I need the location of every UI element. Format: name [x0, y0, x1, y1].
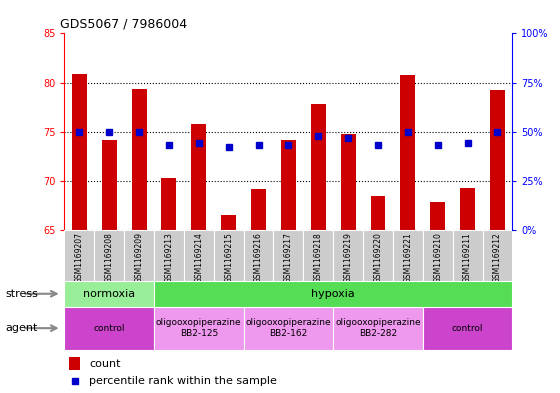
Bar: [281, 140, 296, 230]
Bar: [460, 187, 475, 230]
Bar: [430, 202, 445, 230]
Text: GSM1169216: GSM1169216: [254, 232, 263, 283]
Bar: [124, 230, 154, 281]
Bar: [333, 230, 363, 281]
Bar: [94, 230, 124, 281]
Bar: [161, 178, 176, 230]
Bar: [244, 230, 273, 281]
Bar: [400, 75, 416, 230]
Text: GSM1169210: GSM1169210: [433, 232, 442, 283]
Text: oligooxopiperazine
BB2-162: oligooxopiperazine BB2-162: [246, 318, 331, 338]
Bar: [340, 134, 356, 230]
Text: GSM1169213: GSM1169213: [165, 232, 174, 283]
Bar: [154, 307, 244, 350]
Bar: [192, 124, 206, 230]
Text: GSM1169215: GSM1169215: [224, 232, 233, 283]
Bar: [221, 215, 236, 230]
Bar: [132, 89, 147, 230]
Text: hypoxia: hypoxia: [311, 289, 355, 299]
Bar: [393, 230, 423, 281]
Text: GSM1169220: GSM1169220: [374, 232, 382, 283]
Bar: [490, 90, 505, 230]
Bar: [273, 230, 304, 281]
Bar: [64, 230, 94, 281]
Bar: [251, 189, 266, 230]
Text: GSM1169212: GSM1169212: [493, 232, 502, 283]
Text: agent: agent: [6, 323, 38, 333]
Bar: [423, 230, 452, 281]
Bar: [64, 281, 154, 307]
Text: GSM1169221: GSM1169221: [403, 232, 412, 283]
Bar: [311, 104, 326, 230]
Text: normoxia: normoxia: [83, 289, 136, 299]
Text: control: control: [94, 324, 125, 332]
Bar: [154, 230, 184, 281]
Text: GSM1169214: GSM1169214: [194, 232, 203, 283]
Bar: [102, 140, 116, 230]
Bar: [371, 195, 385, 230]
Bar: [423, 307, 512, 350]
Text: GSM1169211: GSM1169211: [463, 232, 472, 283]
Text: oligooxopiperazine
BB2-125: oligooxopiperazine BB2-125: [156, 318, 241, 338]
Text: percentile rank within the sample: percentile rank within the sample: [89, 376, 277, 386]
Text: GSM1169208: GSM1169208: [105, 232, 114, 283]
Bar: [154, 281, 512, 307]
Text: GSM1169209: GSM1169209: [134, 232, 143, 283]
Bar: [483, 230, 512, 281]
Bar: [304, 230, 333, 281]
Text: oligooxopiperazine
BB2-282: oligooxopiperazine BB2-282: [335, 318, 421, 338]
Bar: [363, 230, 393, 281]
Bar: [333, 307, 423, 350]
Bar: [244, 307, 333, 350]
Text: GSM1169218: GSM1169218: [314, 232, 323, 283]
Bar: [184, 230, 214, 281]
Text: GSM1169219: GSM1169219: [344, 232, 353, 283]
Bar: [72, 73, 87, 230]
Text: count: count: [89, 358, 120, 369]
Bar: [214, 230, 244, 281]
Text: stress: stress: [6, 289, 39, 299]
Text: GSM1169217: GSM1169217: [284, 232, 293, 283]
Text: GSM1169207: GSM1169207: [75, 232, 84, 283]
Text: GDS5067 / 7986004: GDS5067 / 7986004: [60, 18, 187, 31]
Text: control: control: [452, 324, 483, 332]
Bar: [452, 230, 483, 281]
Bar: [69, 357, 80, 369]
Bar: [64, 307, 154, 350]
